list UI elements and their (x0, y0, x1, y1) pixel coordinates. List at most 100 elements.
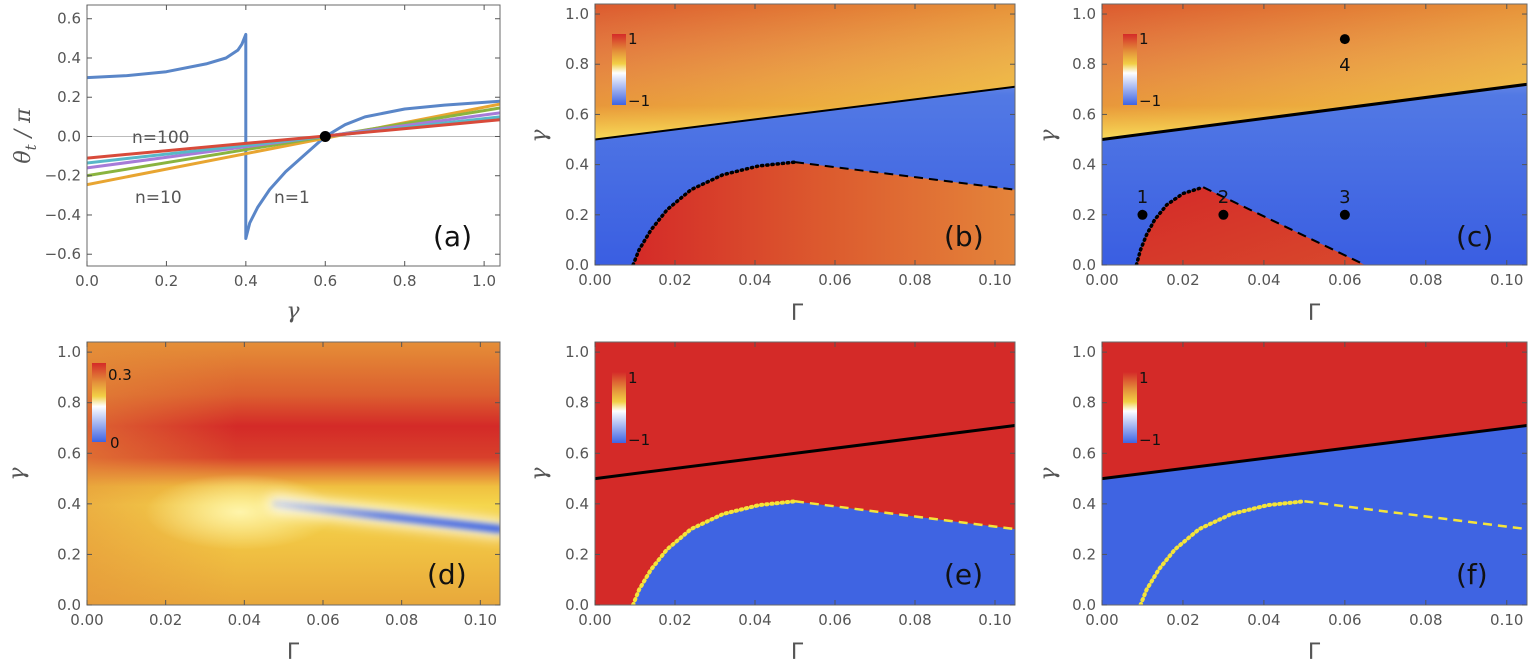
panel-e-label: (e) (944, 558, 983, 591)
panel-c-cb-max: 1 (1139, 30, 1149, 48)
panel-b-label: (b) (944, 220, 984, 253)
panel-b-axes: 0.00 0.02 0.04 0.06 0.08 0.10 0.0 0.2 0.4 0.6 0.8 1… (565, 4, 1015, 289)
panel-b-heatmap (595, 4, 1015, 265)
panel-a-label: (a) (433, 220, 472, 253)
y-tick-label: 0.2 (565, 545, 589, 563)
panel-d-frame (86, 341, 501, 606)
x-tick-label: 0.6 (313, 272, 337, 290)
x-tick-label: 0.08 (898, 271, 931, 289)
panel-a-axes: 0.0 0.2 0.4 0.6 0.8 1.0 −0.6 −0.4 −0.2 0.0 0.2 0.4 0… (45, 5, 500, 290)
y-tick-label: 0.4 (1072, 156, 1096, 174)
annotation-n10: n=10 (135, 188, 182, 208)
panel-f-ylabel: γ (1036, 467, 1061, 481)
panel-b-dashed-line (794, 161, 1015, 191)
panel-c-solid-line (1102, 82, 1527, 141)
panel-b-ylabel: γ (527, 129, 552, 143)
panel-f-heatmap (1102, 342, 1527, 605)
marker-label-3: 3 (1339, 187, 1350, 208)
panel-b-frame (594, 3, 1016, 266)
x-tick-label: 0.10 (464, 611, 497, 629)
y-tick-label: 0.2 (1072, 545, 1096, 563)
panel-b-domain-region (633, 162, 1015, 265)
panel-c-upper-shading (1102, 4, 1527, 140)
x-tick-label: 0.02 (658, 611, 691, 629)
panel-f-cb-min: −1 (1139, 431, 1161, 449)
y-tick-label: 1.0 (57, 343, 81, 361)
y-tick-label: 0.6 (57, 444, 81, 462)
panel-f-cb-max: 1 (1139, 369, 1149, 387)
panel-d-minimum-ridge (271, 499, 500, 534)
x-tick-label: 0.08 (898, 611, 931, 629)
y-tick-label: 0.4 (57, 49, 81, 67)
panel-d-cb-min: 0 (110, 434, 120, 452)
y-tick-label: 0.2 (1072, 206, 1096, 224)
y-tick-label: 0.0 (57, 127, 81, 145)
y-tick-label: 0.2 (565, 206, 589, 224)
panel-a-ylabel-tail: / π (11, 108, 36, 144)
panel-c-points: 1 2 3 4 (1137, 34, 1351, 220)
panel-c-cb-min: −1 (1139, 92, 1161, 110)
annotation-n1: n=1 (274, 188, 310, 208)
x-tick-label: 0.00 (70, 611, 103, 629)
y-tick-label: 0.8 (565, 55, 589, 73)
panel-f-dotted-curve (1138, 499, 1307, 605)
y-tick-label: 1.0 (1072, 5, 1096, 23)
y-tick-label: 1.0 (1072, 343, 1096, 361)
panel-e-blue-domain (633, 501, 1015, 605)
y-tick-label: 0.6 (565, 444, 589, 462)
x-tick-label: 0.04 (228, 611, 261, 629)
y-tick-label: 0.4 (57, 495, 81, 513)
panel-d: 0.3 0 (d) 0.00 0.02 0.04 0.06 0.08 0.10 0.0 0.2… (5, 341, 501, 665)
panel-d-bright-spot (145, 474, 335, 550)
y-tick-label: 0.0 (1072, 596, 1096, 614)
panel-c-colorbar (1123, 34, 1137, 105)
y-tick-label: 0.4 (565, 495, 589, 513)
y-tick-label: 0.0 (565, 596, 589, 614)
x-tick-label: 0.0 (75, 272, 99, 290)
panel-f-colorbar (1123, 372, 1137, 443)
panel-b-dotted-curve (631, 160, 797, 265)
x-tick-label: 0.02 (1166, 271, 1199, 289)
panel-c-heatmap (1102, 4, 1527, 265)
panel-c-frame (1101, 3, 1528, 266)
y-tick-label: 0.0 (57, 596, 81, 614)
panel-e-ylabel: γ (527, 467, 552, 481)
panel-c-label: (c) (1456, 220, 1493, 253)
x-tick-label: 0.06 (1328, 611, 1361, 629)
panel-f-dashed-line (1304, 500, 1527, 531)
x-tick-label: 0.04 (1247, 271, 1280, 289)
panel-f-xlabel: Γ (1308, 640, 1321, 665)
panel-e-dotted-curve (631, 499, 797, 605)
panel-c-ylabel: γ (1036, 129, 1061, 143)
x-tick-label: 0.08 (1409, 271, 1442, 289)
y-tick-label: 0.6 (1072, 105, 1096, 123)
x-tick-label: 0.06 (1328, 271, 1361, 289)
x-tick-label: 0.2 (154, 272, 178, 290)
x-tick-label: 0.00 (578, 271, 611, 289)
panel-a-ylabel: θt / π (11, 108, 40, 164)
panel-f-label: (f) (1456, 558, 1488, 591)
panel-a-plot-area (87, 5, 500, 266)
panel-c: 1 2 34 1 −1 (c) 0.00 0.02 0.04 0.06 0.08 0.100.… (1036, 3, 1528, 326)
panel-e-axes: 0.00 0.02 0.04 0.06 0.08 0.10 0.0 0.2 0.4 0.6 0.8 1… (565, 342, 1015, 629)
x-tick-label: 0.10 (1490, 271, 1523, 289)
panel-b-cb-min: −1 (628, 92, 650, 110)
x-tick-label: 0.08 (385, 611, 418, 629)
y-tick-label: −0.6 (45, 245, 81, 263)
marker-label-2: 2 (1218, 187, 1229, 208)
series-line-n=1 (87, 32, 500, 240)
panel-a-frame (86, 4, 501, 267)
panel-c-axes: 0.00 0.02 0.04 0.06 0.08 0.10 0.0 0.2 0.4 0.6 0.8 1… (1072, 4, 1527, 289)
x-tick-label: 0.00 (1085, 271, 1118, 289)
annotation-n100: n=100 (132, 128, 189, 148)
y-tick-label: 0.8 (1072, 55, 1096, 73)
x-tick-label: 0.00 (1085, 611, 1118, 629)
panel-a-ylabel-main: θ (11, 150, 36, 163)
marker-point-3 (1339, 209, 1350, 220)
y-tick-label: 0.0 (565, 256, 589, 274)
panel-a-xlabel: γ (286, 299, 300, 324)
x-tick-label: 0.02 (149, 611, 182, 629)
panel-c-xlabel: Γ (1308, 301, 1321, 326)
marker-label-1: 1 (1137, 187, 1148, 208)
panel-a: n=100 n=10 n=1 (a) 0.0 0.2 0.4 0.6 0.8 1.0 −0.… (11, 4, 501, 324)
